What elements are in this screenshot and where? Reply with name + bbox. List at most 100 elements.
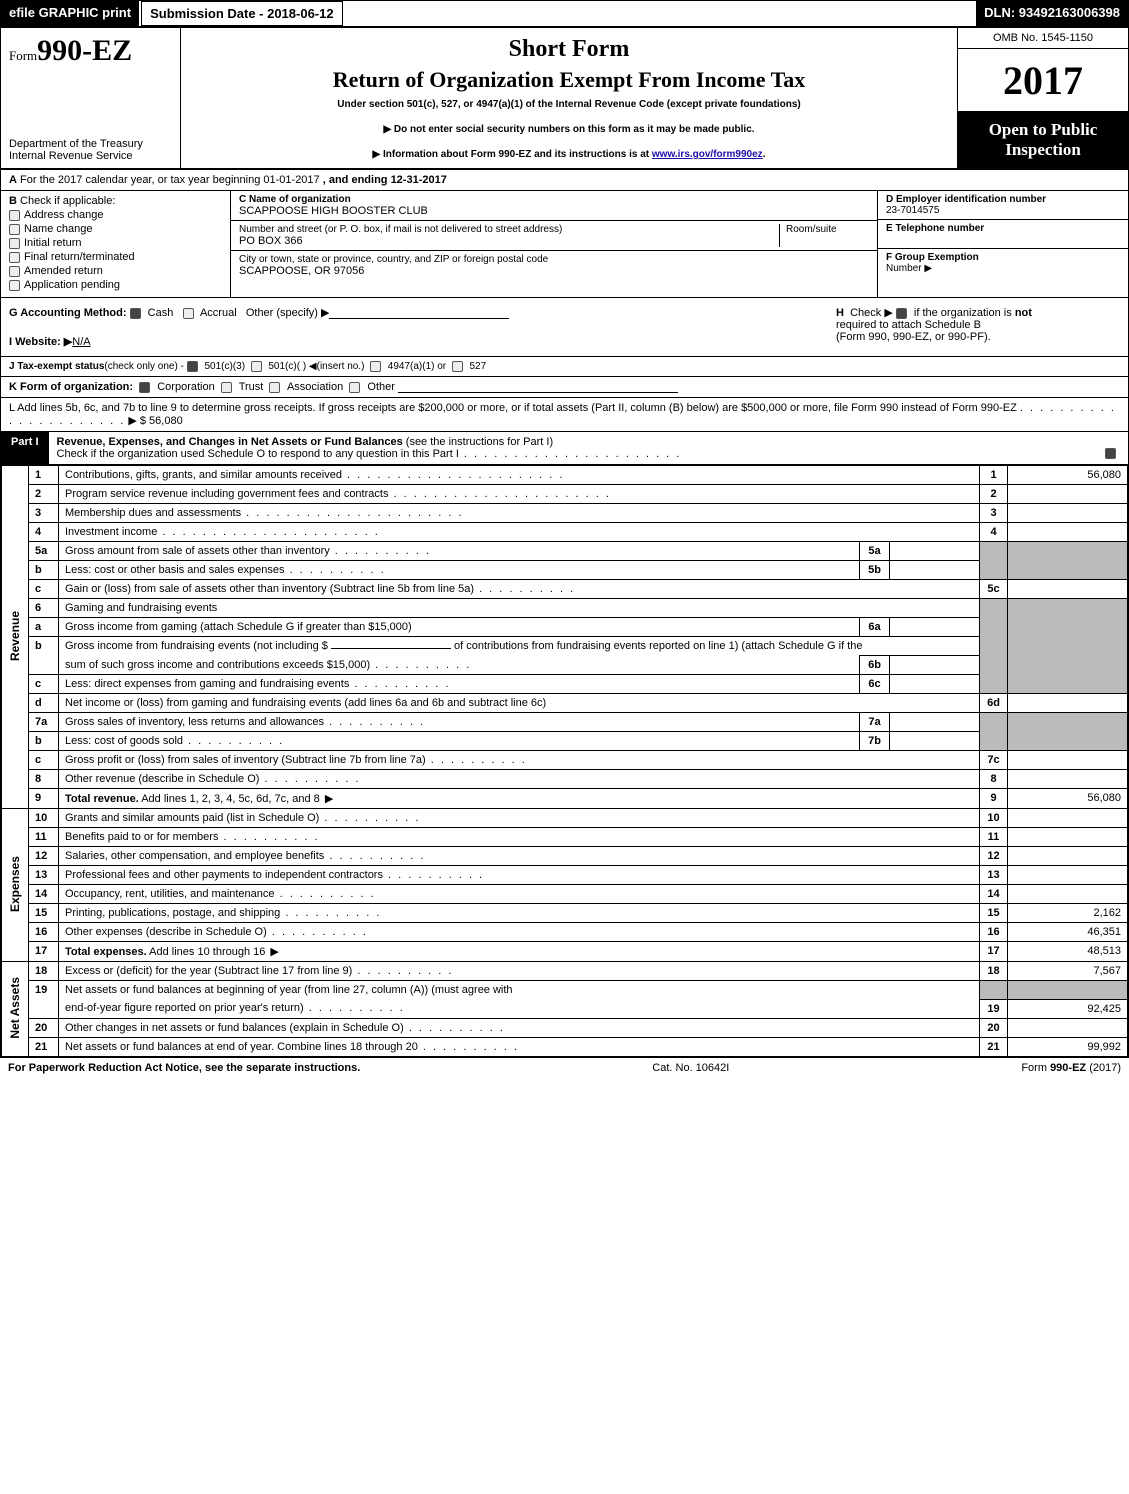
line-desc: Gaming and fundraising events [59,599,980,618]
form-number: Form990-EZ [9,34,172,68]
dept-line2: Internal Revenue Service [9,150,172,162]
part1-desc: Revenue, Expenses, and Changes in Net As… [49,432,1128,464]
line-desc: Other changes in net assets or fund bala… [59,1018,980,1037]
line-midval [890,656,980,675]
line-num: 10 [29,809,59,828]
line-midval [890,618,980,637]
line-midnum: 7a [860,713,890,732]
table-row: c Less: direct expenses from gaming and … [2,675,1128,694]
chk-label: Amended return [24,265,103,277]
k-trust-icon[interactable] [221,382,232,393]
footer-right: Form 990-EZ (2017) [1021,1062,1121,1074]
c-name-label: C Name of organization [239,194,351,205]
line-rnum: 18 [980,962,1008,981]
chk-address-change[interactable]: Address change [9,209,222,221]
line-rnum: 11 [980,828,1008,847]
line-rval: 92,425 [1008,999,1128,1018]
table-row: 8 Other revenue (describe in Schedule O)… [2,770,1128,789]
line-num: 18 [29,962,59,981]
j-527-icon[interactable] [452,361,463,372]
chk-amended-return[interactable]: Amended return [9,265,222,277]
table-row: 11 Benefits paid to or for members 11 [2,828,1128,847]
table-row: 14 Occupancy, rent, utilities, and maint… [2,885,1128,904]
line-num: b [29,637,59,675]
shaded-cell [980,713,1008,751]
table-row: 19 Net assets or fund balances at beginn… [2,981,1128,1000]
k-other-icon[interactable] [349,382,360,393]
line-rval: 7,567 [1008,962,1128,981]
j-o4: 527 [469,361,486,372]
chk-name-change[interactable]: Name change [9,223,222,235]
chk-final-return[interactable]: Final return/terminated [9,251,222,263]
page-footer: For Paperwork Reduction Act Notice, see … [0,1058,1129,1078]
j-501c3-icon[interactable] [187,361,198,372]
g-accrual: Accrual [200,307,237,319]
c-city: City or town, state or province, country… [231,251,877,280]
line-desc: Other expenses (describe in Schedule O) [59,923,980,942]
k-assoc-icon[interactable] [269,382,280,393]
line-num: c [29,580,59,599]
line-num: 6 [29,599,59,618]
k-label: K Form of organization: [9,381,133,393]
shaded-cell [1008,599,1128,694]
b-check-label: Check if applicable: [20,195,115,207]
radio-accrual-icon[interactable] [183,308,194,319]
line-num: 4 [29,523,59,542]
line-desc: Less: cost or other basis and sales expe… [59,561,860,580]
dln-label: DLN: 93492163006398 [976,1,1128,26]
line-rval: 56,080 [1008,466,1128,485]
line-a-text: For the 2017 calendar year, or tax year … [20,174,320,186]
j-4947-icon[interactable] [370,361,381,372]
open-pub-l1: Open to Public [962,120,1124,140]
line-rnum: 21 [980,1037,1008,1056]
checkbox-icon [9,252,20,263]
k-corp-icon[interactable] [139,382,150,393]
line-num: 16 [29,923,59,942]
line-rval: 99,992 [1008,1037,1128,1056]
line-num: 12 [29,847,59,866]
open-pub-l2: Inspection [962,140,1124,160]
line-midnum: 5b [860,561,890,580]
c-addr-value: PO BOX 366 [239,235,779,247]
irs-link[interactable]: www.irs.gov/form990ez [652,149,763,160]
h-checkbox-icon[interactable] [896,308,907,319]
line-rnum: 2 [980,485,1008,504]
radio-cash-icon[interactable] [130,308,141,319]
row-j: J Tax-exempt status(check only one) - 50… [1,357,1128,377]
chk-label: Name change [24,223,93,235]
line-num: 3 [29,504,59,523]
line-desc: Total expenses. Add lines 10 through 16 [59,942,980,962]
col-c: C Name of organization SCAPPOOSE HIGH BO… [231,191,878,297]
form-990ez-page: efile GRAPHIC print Submission Date - 20… [0,0,1129,1058]
line-rval [1008,770,1128,789]
line-desc: Other revenue (describe in Schedule O) [59,770,980,789]
footer-mid: Cat. No. 10642I [652,1062,729,1074]
line-rnum: 4 [980,523,1008,542]
line-rnum: 12 [980,847,1008,866]
row-l: L Add lines 5b, 6c, and 7b to line 9 to … [1,398,1128,432]
line-rval [1008,485,1128,504]
line-desc: Less: direct expenses from gaming and fu… [59,675,860,694]
chk-initial-return[interactable]: Initial return [9,237,222,249]
part1-checkbox-icon[interactable] [1105,448,1116,459]
j-label: J Tax-exempt status [9,361,104,372]
part1-tab: Part I [1,432,49,464]
i-value: N/A [72,336,90,348]
line-rval [1008,828,1128,847]
k-o3: Association [287,381,343,393]
line-midval [890,561,980,580]
submission-date: Submission Date - 2018-06-12 [141,1,343,26]
line-desc: end-of-year figure reported on prior yea… [59,999,980,1018]
j-501c-icon[interactable] [251,361,262,372]
line-rnum: 13 [980,866,1008,885]
row-k: K Form of organization: Corporation Trus… [1,377,1128,398]
j-o2: 501(c)( ) ◀(insert no.) [268,361,364,372]
line-midnum: 6b [860,656,890,675]
col-d: D Employer identification number 23-7014… [878,191,1128,297]
chk-application-pending[interactable]: Application pending [9,279,222,291]
table-row: 17 Total expenses. Add lines 10 through … [2,942,1128,962]
f-arrow-icon: ▶ [924,263,932,274]
line-num: b [29,561,59,580]
line-num: 20 [29,1018,59,1037]
d-label: D Employer identification number [886,194,1046,205]
